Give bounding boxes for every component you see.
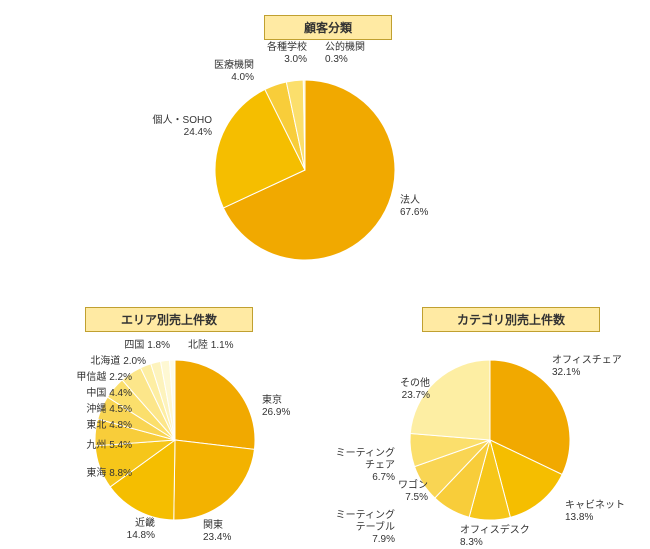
category-label-1: キャビネット13.8% bbox=[565, 500, 625, 524]
area-label-11: 北陸 1.1% bbox=[188, 340, 234, 352]
customers-label-4: 公的機関0.3% bbox=[325, 42, 365, 66]
category-title: カテゴリ別売上件数 bbox=[422, 307, 600, 332]
area-label-3: 東海 8.8% bbox=[42, 468, 132, 480]
customers-label-1: 個人・SOHO24.4% bbox=[152, 115, 212, 139]
customers-title: 顧客分類 bbox=[264, 15, 392, 40]
area-label-9: 北海道 2.0% bbox=[56, 356, 146, 368]
area-label-1: 関東23.4% bbox=[203, 520, 231, 544]
category-pie bbox=[408, 358, 572, 522]
area-slice-1 bbox=[174, 440, 255, 520]
area-title: エリア別売上件数 bbox=[85, 307, 253, 332]
category-label-5: ミーティングチェア6.7% bbox=[335, 448, 395, 484]
area-label-8: 甲信越 2.2% bbox=[42, 372, 132, 384]
area-label-5: 東北 4.8% bbox=[42, 420, 132, 432]
customers-label-2: 医療機関4.0% bbox=[194, 60, 254, 84]
customers-label-3: 各種学校3.0% bbox=[247, 42, 307, 66]
area-label-0: 東京26.9% bbox=[262, 395, 290, 419]
area-label-6: 沖縄 4.5% bbox=[42, 404, 132, 416]
area-label-2: 近畿14.8% bbox=[95, 518, 155, 542]
area-slice-0 bbox=[175, 360, 255, 449]
customers-pie bbox=[213, 78, 397, 262]
category-label-2: オフィスデスク8.3% bbox=[460, 525, 530, 549]
area-label-10: 四国 1.8% bbox=[80, 340, 170, 352]
area-label-4: 九州 5.4% bbox=[42, 440, 132, 452]
customers-label-0: 法人67.6% bbox=[400, 195, 428, 219]
category-label-6: その他23.7% bbox=[370, 378, 430, 402]
category-label-3: ミーティングテーブル7.9% bbox=[335, 510, 395, 546]
area-label-7: 中国 4.4% bbox=[42, 388, 132, 400]
category-label-0: オフィスチェア32.1% bbox=[552, 355, 622, 379]
